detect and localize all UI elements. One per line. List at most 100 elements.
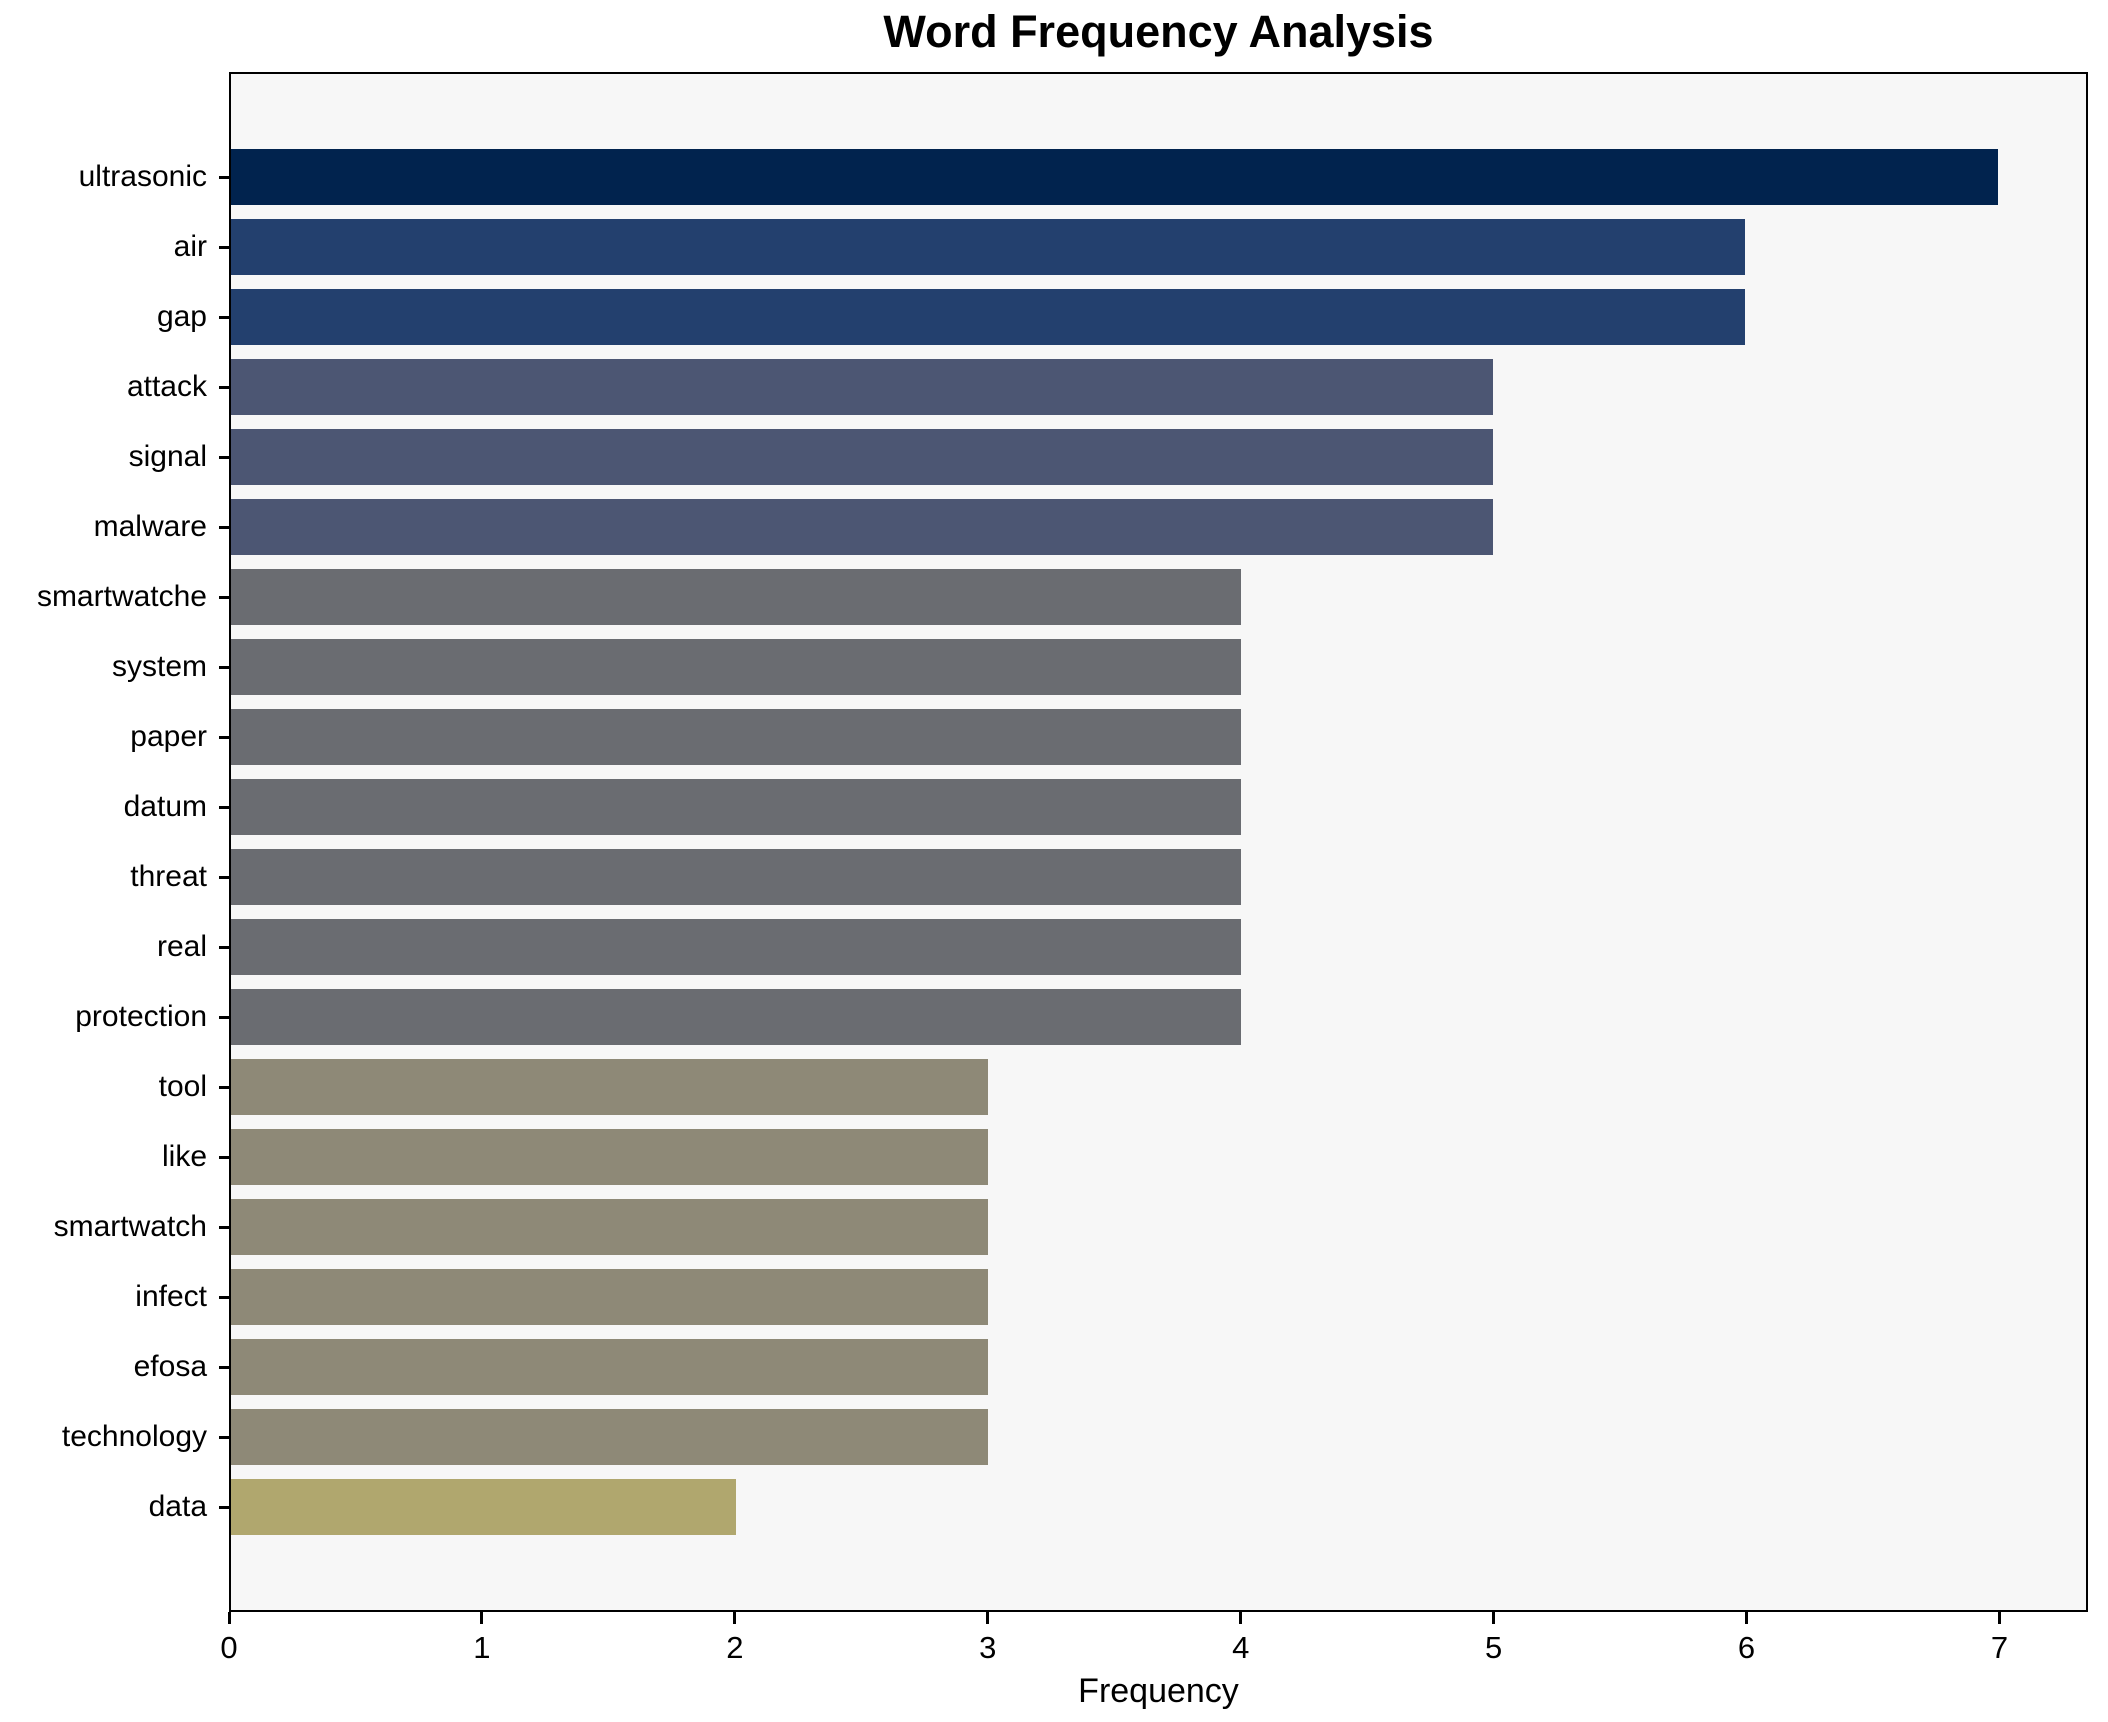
y-tick-mark — [219, 175, 231, 179]
y-tick-mark — [219, 1085, 231, 1089]
x-axis-label: Frequency — [1078, 1672, 1239, 1710]
y-tick-mark — [219, 735, 231, 739]
category-label: ultrasonic — [78, 160, 207, 193]
y-tick-mark — [219, 1505, 231, 1509]
frequency-bar — [231, 1269, 989, 1325]
category-label: attack — [126, 370, 207, 403]
category-label: efosa — [133, 1350, 207, 1383]
frequency-bar — [231, 919, 1241, 975]
category-label: smartwatche — [36, 580, 207, 613]
y-tick-mark — [219, 315, 231, 319]
frequency-bar — [231, 989, 1241, 1045]
frequency-bar — [231, 639, 1241, 695]
bar-row: gap — [157, 282, 2086, 352]
y-tick-mark — [219, 1225, 231, 1229]
x-tick-mark — [986, 1612, 990, 1624]
bar-row: signal — [129, 422, 2086, 492]
category-label: system — [111, 650, 207, 683]
bar-row: real — [157, 912, 2086, 982]
x-tick-label: 0 — [220, 1630, 238, 1665]
category-label: datum — [123, 790, 207, 823]
y-tick-mark — [219, 1155, 231, 1159]
bar-row: attack — [127, 352, 2086, 422]
x-tick-mark — [1492, 1612, 1496, 1624]
chart-title: Word Frequency Analysis — [883, 6, 1434, 57]
x-tick-label: 1 — [473, 1630, 491, 1665]
y-tick-mark — [219, 1295, 231, 1299]
frequency-bar — [231, 1339, 989, 1395]
bar-row: malware — [94, 492, 2086, 562]
frequency-bar — [231, 709, 1241, 765]
bar-row: data — [149, 1472, 2086, 1542]
frequency-bar — [231, 1479, 736, 1535]
x-tick-label: 7 — [1990, 1630, 2009, 1665]
bar-row: paper — [130, 702, 2086, 772]
frequency-bar — [231, 289, 1746, 345]
category-label: smartwatch — [53, 1210, 207, 1243]
y-tick-mark — [219, 385, 231, 389]
bar-row: like — [162, 1122, 2086, 1192]
frequency-bar — [231, 849, 1241, 905]
bar-row: efosa — [134, 1332, 2086, 1402]
x-tick-label: 3 — [979, 1630, 997, 1665]
x-tick-mark — [1997, 1612, 2001, 1624]
frequency-bar — [231, 1409, 989, 1465]
category-label: protection — [75, 1000, 207, 1033]
frequency-bar — [231, 1059, 989, 1115]
frequency-bar — [231, 569, 1241, 625]
frequency-bar — [231, 359, 1493, 415]
category-label: air — [173, 230, 207, 263]
x-tick-mark — [733, 1612, 737, 1624]
y-tick-mark — [219, 945, 231, 949]
bar-row: smartwatch — [54, 1192, 2086, 1262]
bar-row: datum — [124, 772, 2086, 842]
frequency-bar — [231, 499, 1493, 555]
bar-row: protection — [75, 982, 2086, 1052]
category-label: tool — [158, 1070, 207, 1103]
category-label: real — [156, 930, 207, 963]
category-label: malware — [93, 510, 207, 543]
bar-row: technology — [62, 1402, 2086, 1472]
bar-row: infect — [135, 1262, 2086, 1332]
frequency-bar — [231, 219, 1746, 275]
bar-row: ultrasonic — [79, 142, 2086, 212]
x-tick-mark — [480, 1612, 484, 1624]
y-tick-mark — [219, 875, 231, 879]
x-tick-label: 4 — [1232, 1630, 1250, 1665]
y-tick-mark — [219, 1365, 231, 1369]
y-tick-mark — [219, 665, 231, 669]
y-tick-mark — [219, 1435, 231, 1439]
category-label: infect — [135, 1280, 207, 1313]
y-tick-mark — [219, 805, 231, 809]
x-tick-mark — [227, 1612, 231, 1624]
y-tick-mark — [219, 525, 231, 529]
category-label: technology — [61, 1420, 207, 1453]
category-label: threat — [130, 860, 207, 893]
x-tick-label: 2 — [726, 1630, 744, 1665]
x-tick-mark — [1239, 1612, 1243, 1624]
bar-row: air — [174, 212, 2086, 282]
category-label: like — [161, 1140, 207, 1173]
plot-area: ultrasonic air gap attack signal malware smart… — [37, 72, 2088, 1612]
x-tick-label: 5 — [1485, 1630, 1503, 1665]
category-label: gap — [156, 300, 207, 333]
frequency-bar — [231, 779, 1241, 835]
frequency-bar — [231, 429, 1493, 485]
x-tick-mark — [1745, 1612, 1749, 1624]
category-label: paper — [130, 720, 207, 753]
y-tick-mark — [219, 595, 231, 599]
category-label: data — [148, 1490, 207, 1523]
frequency-bar — [231, 1199, 989, 1255]
frequency-bar — [231, 149, 1998, 205]
bar-row: threat — [130, 842, 2086, 912]
bar-row: system — [112, 632, 2086, 702]
bar-rows: ultrasonic air gap attack signal malware smart… — [37, 142, 2086, 1542]
frequency-bar — [231, 1129, 989, 1185]
y-tick-mark — [219, 245, 231, 249]
x-tick-label: 6 — [1737, 1630, 1756, 1665]
bar-row: tool — [159, 1052, 2086, 1122]
bar-row: smartwatche — [37, 562, 2086, 632]
y-tick-mark — [219, 455, 231, 459]
category-label: signal — [128, 440, 207, 473]
